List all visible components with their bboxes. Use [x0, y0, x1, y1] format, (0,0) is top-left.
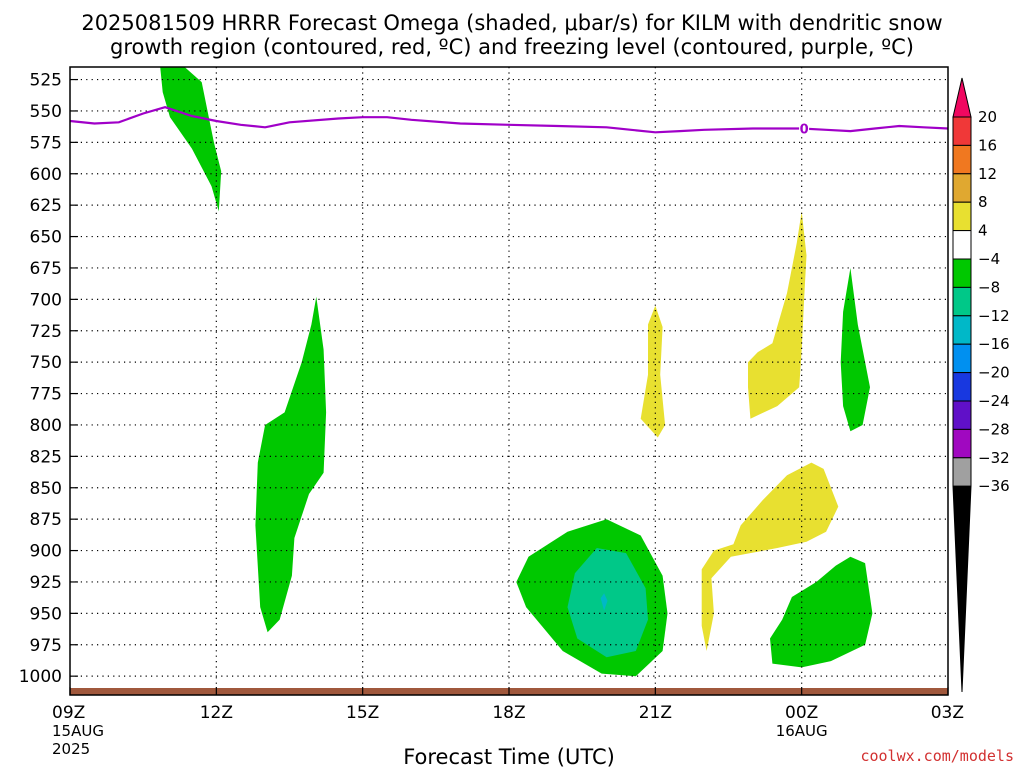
colorbar-label-7: −12: [978, 307, 1010, 325]
omega-shaded-regions: [160, 67, 873, 677]
colorbar-swatch-3: [952, 173, 972, 203]
colorbar-label-6: −8: [978, 278, 1000, 296]
colorbar-label-3: 8: [978, 193, 988, 211]
omega-region-0: [160, 67, 222, 212]
colorbar-label-10: −24: [978, 392, 1010, 410]
colorbar-swatch-11: [952, 400, 972, 430]
x-tick-label-15Z: 15Z: [346, 703, 379, 723]
x-tick-label-00Z: 00Z: [785, 703, 818, 723]
x-tick-label-18Z: 18Z: [492, 703, 525, 723]
colorbar-swatch-10: [952, 372, 972, 402]
colorbar-label-5: −4: [978, 250, 1000, 268]
x-tick-label-21Z: 21Z: [639, 703, 672, 723]
freezing-level-line: [69, 106, 949, 134]
x-tick-label-03Z: 03Z: [931, 703, 964, 723]
colorbar-swatch-13: [952, 457, 972, 487]
y-tick-label-675: 675: [30, 259, 62, 279]
colorbar-bottom-arrow: [952, 485, 972, 693]
y-tick-label-750: 750: [30, 353, 62, 373]
y-tick-label-875: 875: [30, 510, 62, 530]
y-tick-label-525: 525: [30, 71, 62, 91]
colorbar-label-0: 20: [978, 108, 997, 126]
colorbar-label-11: −28: [978, 420, 1010, 438]
y-tick-label-600: 600: [30, 165, 62, 185]
x-date-label-15AUG: 15AUG: [52, 722, 104, 740]
y-tick-label-975: 975: [30, 636, 62, 656]
colorbar-label-8: −16: [978, 335, 1010, 353]
omega-region-8: [770, 556, 873, 668]
y-tick-label-700: 700: [30, 290, 62, 310]
omega-region-9: [840, 268, 870, 432]
colorbar-swatch-9: [952, 343, 972, 374]
omega-region-1: [255, 296, 327, 633]
x-axis-label: Forecast Time (UTC): [403, 745, 615, 768]
colorbar-swatch-6: [952, 258, 972, 288]
omega-region-6: [748, 211, 807, 419]
pressure-gridlines: [70, 67, 948, 695]
colorbar-swatch-4: [952, 201, 972, 232]
x-tick-label-09Z: 09Z: [52, 703, 85, 723]
omega-region-7: [701, 462, 839, 651]
y-tick-label-925: 925: [30, 573, 62, 593]
colorbar-top-arrow: [952, 77, 972, 118]
colorbar-swatch-8: [952, 315, 972, 345]
x-date-label-16AUG: 16AUG: [776, 722, 828, 740]
y-tick-label-900: 900: [30, 542, 62, 562]
colorbar-swatch-12: [952, 428, 972, 459]
freezing-level-label: 0: [800, 123, 809, 138]
x-tick-label-12Z: 12Z: [200, 703, 233, 723]
y-tick-label-950: 950: [30, 604, 62, 624]
credit-text: coolwx.com/models: [860, 747, 1014, 765]
chart-title-line2: growth region (contoured, red, ºC) and f…: [110, 35, 914, 59]
omega-colorbar: 20 16 12 8 4 −4 −8 −12 −16 −20 −24 −28 −32 −36: [952, 77, 1010, 693]
colorbar-label-12: −32: [978, 449, 1010, 467]
y-tick-label-625: 625: [30, 196, 62, 216]
x-year-label-2025: 2025: [52, 740, 90, 758]
y-tick-label-550: 550: [30, 102, 62, 122]
omega-region-3: [567, 548, 648, 658]
omega-region-5: [640, 305, 666, 438]
colorbar-label-2: 12: [978, 165, 997, 183]
y-tick-label-775: 775: [30, 385, 62, 405]
y-tick-label-800: 800: [30, 416, 62, 436]
freezing-label-bg: [799, 120, 810, 136]
y-tick-label-850: 850: [30, 479, 62, 499]
colorbar-label-9: −20: [978, 364, 1010, 382]
y-tick-label-1000: 1000: [19, 667, 62, 687]
colorbar-swatch-2: [952, 144, 972, 175]
y-tick-label-650: 650: [30, 228, 62, 248]
freezing-level-contour: 0: [69, 106, 949, 138]
chart-title-line1: 2025081509 HRRR Forecast Omega (shaded, …: [81, 11, 942, 35]
colorbar-swatch-7: [952, 286, 972, 317]
colorbar-label-13: −36: [978, 477, 1010, 495]
y-tick-label-575: 575: [30, 133, 62, 153]
colorbar-swatch-5: [952, 230, 972, 260]
colorbar-label-1: 16: [978, 136, 997, 154]
colorbar-label-4: 4: [978, 222, 988, 240]
y-tick-label-825: 825: [30, 447, 62, 467]
y-axis: 525 550 575 600 625 650 675 700 725 750 775 800 825 8…: [19, 71, 78, 687]
omega-region-4: [600, 593, 608, 611]
y-tick-label-725: 725: [30, 322, 62, 342]
colorbar-swatch-1: [952, 116, 972, 146]
